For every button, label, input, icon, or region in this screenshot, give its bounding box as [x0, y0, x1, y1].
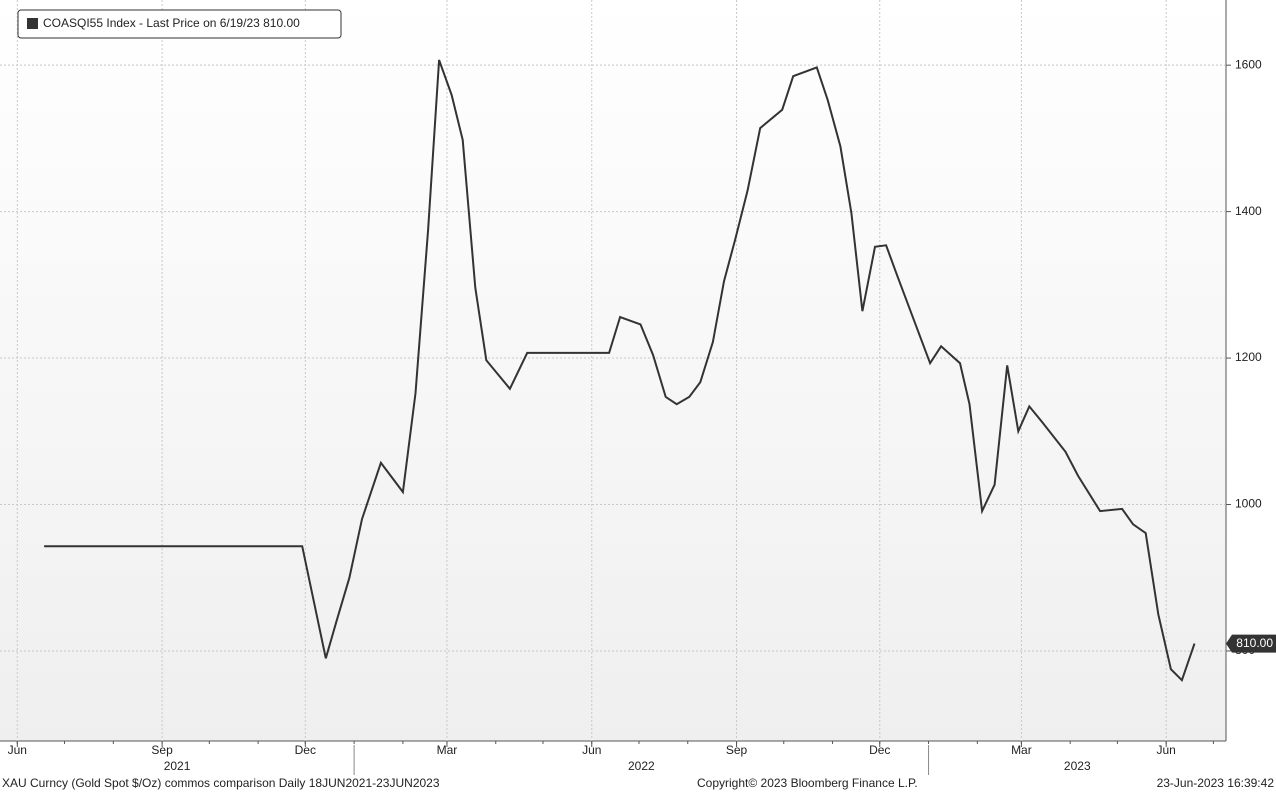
- year-label: 2021: [164, 759, 191, 773]
- legend-swatch: [27, 18, 38, 29]
- y-tick-label: 1600: [1235, 57, 1262, 71]
- x-tick-label: Jun: [8, 743, 27, 757]
- legend-label: COASQI55 Index - Last Price on 6/19/23 8…: [43, 16, 300, 30]
- plot-background: [0, 0, 1226, 741]
- last-price-tag: [1226, 634, 1276, 653]
- data-line: [44, 59, 1196, 683]
- y-tick-label: 1000: [1235, 497, 1262, 511]
- x-tick-label: Jun: [582, 743, 601, 757]
- x-tick-label: Mar: [1011, 743, 1032, 757]
- x-tick-label: Dec: [869, 743, 890, 757]
- footer-center: Copyright© 2023 Bloomberg Finance L.P.: [697, 776, 918, 790]
- x-tick-label: Mar: [437, 743, 458, 757]
- year-label: 2022: [628, 759, 655, 773]
- year-label: 2023: [1064, 759, 1091, 773]
- x-tick-label: Jun: [1157, 743, 1176, 757]
- x-tick-label: Sep: [726, 743, 748, 757]
- footer-left: XAU Curncy (Gold Spot $/Oz) commos compa…: [2, 776, 440, 790]
- footer-right: 23-Jun-2023 16:39:42: [1157, 776, 1275, 790]
- x-tick-label: Sep: [151, 743, 173, 757]
- y-tick-label: 1400: [1235, 204, 1262, 218]
- x-tick-label: Dec: [295, 743, 316, 757]
- last-price-label: 810.00: [1236, 636, 1273, 650]
- legend: COASQI55 Index - Last Price on 6/19/23 8…: [17, 9, 342, 39]
- legend-box: [17, 9, 342, 39]
- y-tick-label: 1200: [1235, 350, 1262, 364]
